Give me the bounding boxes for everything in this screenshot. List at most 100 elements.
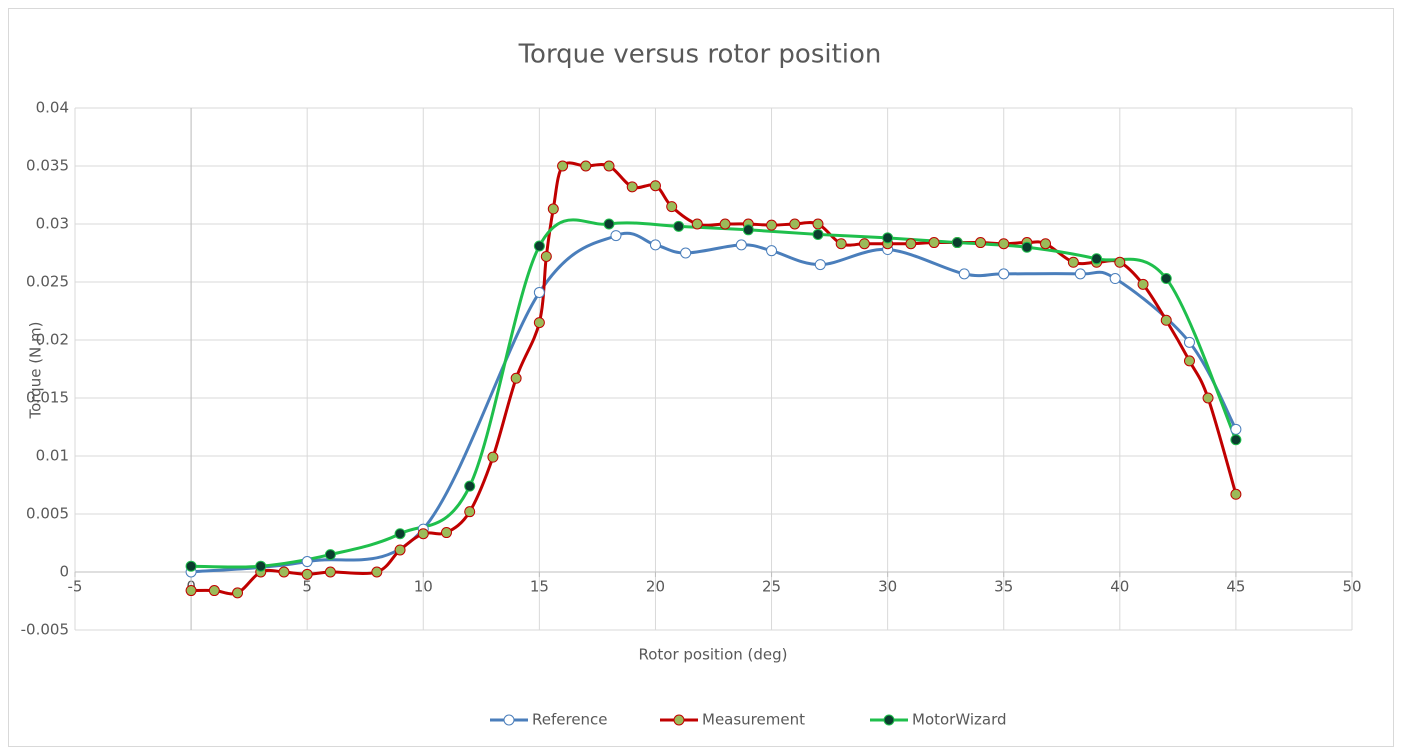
y-tick-label: 0.035 [26,157,69,175]
x-tick-label: 5 [302,578,312,596]
x-tick-label: 20 [646,578,665,596]
data-point [649,239,661,251]
chart-border [8,8,1394,747]
data-point [255,560,267,572]
data-point [208,585,220,597]
data-point [1137,278,1149,290]
x-tick-label: 45 [1226,578,1245,596]
data-point [394,528,406,540]
data-point [766,245,778,257]
data-point [626,181,638,193]
data-point [1114,256,1126,268]
data-point [789,218,801,230]
data-point [487,451,499,463]
data-point [394,544,406,556]
data-point [610,230,622,242]
data-point [1160,273,1172,285]
data-point [603,218,615,230]
data-point [812,228,824,240]
x-tick-label: 10 [414,578,433,596]
data-point [673,220,685,232]
data-point [533,286,545,298]
data-point [324,549,336,561]
data-point [905,238,917,250]
data-point [735,239,747,251]
data-point [1021,241,1033,253]
data-point [464,506,476,518]
data-point [232,587,244,599]
y-tick-label: 0.04 [36,99,69,117]
chart-title: Torque versus rotor position [518,40,882,70]
data-point [1160,314,1172,326]
y-tick-label: 0.01 [36,447,69,465]
data-point [440,527,452,539]
data-point [1230,434,1242,446]
legend-label: MotorWizard [912,711,1007,729]
x-tick-label: 30 [878,578,897,596]
x-axis-label: Rotor position (deg) [638,646,787,664]
data-point [580,160,592,172]
data-point [975,237,987,249]
data-point [557,160,569,172]
x-tick-label: 50 [1342,578,1361,596]
data-point [812,218,824,230]
data-point [1109,273,1121,285]
data-point [371,566,383,578]
x-tick-label: 25 [762,578,781,596]
data-point [1230,488,1242,500]
y-tick-label: 0.015 [26,389,69,407]
data-point [666,201,678,213]
data-point [958,268,970,280]
data-point [533,240,545,252]
data-point [324,566,336,578]
legend-marker [883,714,895,726]
y-tick-label: -0.005 [21,621,69,639]
data-point [680,247,692,259]
data-point [719,218,731,230]
data-point [882,232,894,244]
x-tick-label: 40 [1110,578,1129,596]
data-point [858,238,870,250]
y-tick-label: 0.02 [36,331,69,349]
data-point [742,224,754,236]
legend-label: Measurement [702,711,805,729]
data-point [185,560,197,572]
y-tick-label: 0.005 [26,505,69,523]
data-point [547,203,559,215]
data-point [185,585,197,597]
data-point [951,237,963,249]
data-point [301,556,313,568]
data-point [814,259,826,271]
data-point [1067,256,1079,268]
y-tick-label: 0 [59,563,69,581]
x-tick-label: 15 [530,578,549,596]
data-point [603,160,615,172]
x-tick-label: 35 [994,578,1013,596]
data-point [766,219,778,231]
data-point [301,568,313,580]
data-point [1183,336,1195,348]
data-point [1074,268,1086,280]
series-line [190,231,1238,574]
data-point [998,268,1010,280]
data-point [1202,392,1214,404]
x-tick-label: -5 [68,578,83,596]
data-point [649,180,661,192]
data-point [691,218,703,230]
legend-label: Reference [532,711,608,729]
data-point [510,372,522,384]
data-point [928,237,940,249]
data-point [540,250,552,262]
data-point [278,566,290,578]
data-point [533,317,545,329]
data-point [417,528,429,540]
y-axis-label: Torque (N.m) [27,321,45,419]
y-tick-label: 0.03 [36,215,69,233]
legend-marker [503,714,515,726]
data-point [1091,253,1103,265]
data-point [998,238,1010,250]
legend-marker [673,714,685,726]
data-point [1183,355,1195,367]
data-point [1230,423,1242,435]
